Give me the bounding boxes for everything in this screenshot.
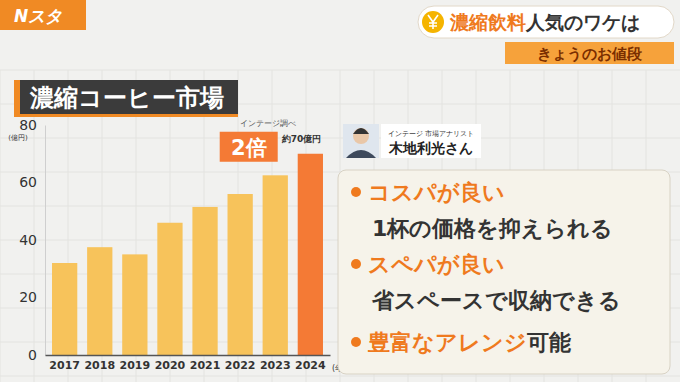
x-axis: 2017 2018 2019 2020 2021 2022 2023 2024: [46, 355, 331, 372]
x-tick-label: 2023: [260, 359, 291, 372]
title-text: 濃縮コーヒー市場: [29, 84, 224, 112]
y-axis-line: [45, 126, 46, 356]
x-tick: 2024: [295, 355, 326, 372]
bullet: [351, 337, 361, 347]
pattern-line: [0, 376, 680, 377]
y-axis-title: (億円): [8, 134, 28, 142]
bullet: [351, 259, 361, 269]
title-accent: [14, 114, 238, 117]
point-title: スペパが良い: [368, 252, 505, 277]
bar: [192, 207, 217, 355]
y-tick: 60: [19, 174, 45, 190]
chart-title: 濃縮コーヒー市場: [14, 80, 238, 117]
bar: [87, 247, 112, 355]
point-title: 豊富なアレンジ: [367, 330, 527, 355]
banner-box: [505, 42, 674, 64]
x-axis-line: [46, 355, 331, 357]
pattern-line: [0, 70, 1, 382]
title-box: [14, 80, 238, 114]
y-tick-label: 40: [19, 232, 37, 248]
points-box: [338, 170, 670, 374]
headline: 濃縮飲料人気のワケは: [418, 6, 674, 38]
logo-box: [0, 0, 86, 30]
x-tick: 2018: [84, 355, 115, 372]
annotation: 2倍 約70億円: [220, 132, 322, 162]
y-tick-label: 0: [28, 347, 37, 363]
y-tick-label: 20: [19, 289, 37, 305]
avatar-body: [346, 150, 376, 158]
y-tick: 40: [19, 232, 45, 248]
x-tick: 2021: [190, 355, 221, 372]
y-tick: 20: [19, 289, 45, 305]
pattern-line: [0, 138, 680, 139]
y-tick-label: 80: [19, 117, 37, 133]
analyst: インテージ 市場アナリスト木地利光さん: [343, 124, 481, 158]
logo-text: Nスタ: [14, 6, 62, 26]
banner: きょうのお値段: [505, 42, 674, 64]
avatar-head: [353, 128, 369, 144]
canvas: Nスタ 濃縮飲料人気のワケはきょうのお値段濃縮コーヒー市場インテージ調べ 0 20 40…: [0, 0, 680, 382]
bar: [228, 194, 253, 355]
headline-box: [418, 6, 674, 38]
analyst-role: インテージ 市場アナリスト: [388, 130, 474, 138]
point-title: コスパが良い: [368, 180, 505, 205]
y-tick-label: 60: [19, 174, 37, 190]
point-text: 可能: [526, 330, 571, 355]
x-tick-label: 2021: [190, 359, 221, 372]
y-tick: 80: [19, 117, 45, 133]
background: [0, 0, 680, 382]
bullet: [351, 187, 361, 197]
bar: [298, 154, 323, 355]
x-tick: 2023: [260, 355, 291, 372]
x-tick-label: 2019: [120, 359, 151, 372]
avatar-box: [343, 124, 379, 158]
bars: [52, 154, 323, 355]
point-line: 豊富なアレンジ可能: [367, 330, 571, 355]
annotation-text: 2倍: [231, 136, 267, 160]
x-tick: 2019: [120, 355, 151, 372]
annotation-box: [220, 132, 278, 162]
yen-icon-glyph: [428, 15, 438, 29]
point-text: 1杯の価格を抑えられる: [372, 216, 613, 241]
pattern-line: [0, 70, 680, 71]
avatar-hair: [353, 128, 369, 134]
data-label: 約70億円: [281, 134, 322, 144]
points: コスパが良い 1杯の価格を抑えられるスペパが良い省スペースで収納できる豊富なアレン…: [338, 170, 670, 374]
source: インテージ調べ: [240, 119, 296, 128]
headline-part: 濃縮飲料: [449, 11, 526, 33]
title-accent: [14, 80, 20, 114]
bar: [122, 254, 147, 355]
y-axis: 0 20 40 60 80: [19, 117, 45, 363]
x-tick-label: 2020: [155, 359, 186, 372]
x-tick: 2022: [225, 355, 256, 372]
headline-text: 濃縮飲料人気のワケは: [449, 11, 640, 33]
name-box: [381, 124, 481, 158]
logo: Nスタ: [0, 0, 86, 30]
headline-part: 人気のワケは: [525, 11, 640, 33]
banner-text: きょうのお値段: [537, 45, 643, 63]
bar: [263, 175, 288, 355]
x-tick: 2020: [155, 355, 186, 372]
yen-icon: [422, 11, 444, 33]
x-tick: 2017: [49, 355, 80, 372]
point-text: 省スペースで収納できる: [371, 288, 621, 313]
x-tick-label: 2018: [84, 359, 115, 372]
x-tick-label: 2024: [295, 359, 326, 372]
analyst-name: 木地利光さん: [388, 140, 473, 156]
x-tick-label: 2022: [225, 359, 256, 372]
bar: [157, 223, 182, 355]
bar: [52, 263, 77, 355]
y-tick: 0: [28, 347, 45, 363]
x-tick-label: 2017: [49, 359, 80, 372]
background-pattern: [0, 70, 680, 382]
